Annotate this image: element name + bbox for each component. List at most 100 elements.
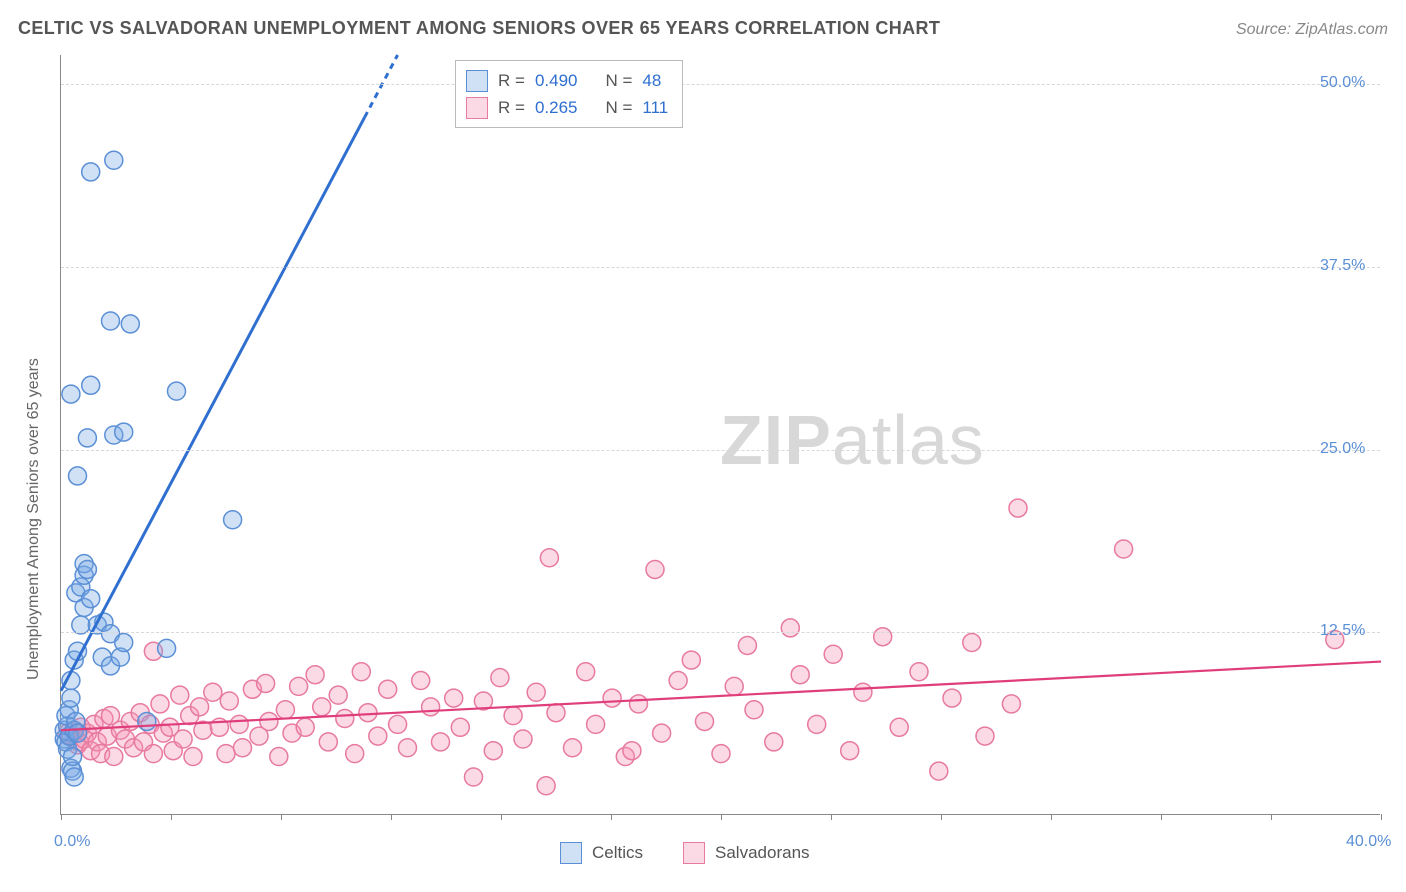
scatter-point-celtics bbox=[65, 768, 83, 786]
scatter-point-salvadorans bbox=[653, 724, 671, 742]
scatter-point-salvadorans bbox=[234, 739, 252, 757]
scatter-point-salvadorans bbox=[527, 683, 545, 701]
scatter-point-celtics bbox=[82, 590, 100, 608]
scatter-point-salvadorans bbox=[369, 727, 387, 745]
scatter-point-salvadorans bbox=[204, 683, 222, 701]
scatter-point-salvadorans bbox=[352, 663, 370, 681]
scatter-point-salvadorans bbox=[399, 739, 417, 757]
scatter-point-salvadorans bbox=[890, 718, 908, 736]
x-tick bbox=[831, 814, 832, 820]
x-tick bbox=[391, 814, 392, 820]
legend-bottom-item: Celtics bbox=[560, 842, 643, 864]
scatter-point-salvadorans bbox=[220, 692, 238, 710]
scatter-point-salvadorans bbox=[745, 701, 763, 719]
scatter-point-salvadorans bbox=[791, 666, 809, 684]
scatter-point-salvadorans bbox=[313, 698, 331, 716]
scatter-point-celtics bbox=[168, 382, 186, 400]
x-tick bbox=[61, 814, 62, 820]
scatter-point-salvadorans bbox=[696, 712, 714, 730]
scatter-point-celtics bbox=[64, 748, 82, 766]
scatter-point-salvadorans bbox=[781, 619, 799, 637]
scatter-point-salvadorans bbox=[587, 715, 605, 733]
scatter-point-salvadorans bbox=[874, 628, 892, 646]
scatter-point-salvadorans bbox=[151, 695, 169, 713]
scatter-point-salvadorans bbox=[514, 730, 532, 748]
chart-svg bbox=[61, 55, 1380, 814]
scatter-point-salvadorans bbox=[910, 663, 928, 681]
scatter-point-salvadorans bbox=[630, 695, 648, 713]
scatter-point-salvadorans bbox=[765, 733, 783, 751]
scatter-point-salvadorans bbox=[976, 727, 994, 745]
legend-swatch-icon bbox=[683, 842, 705, 864]
scatter-point-salvadorans bbox=[171, 686, 189, 704]
scatter-point-salvadorans bbox=[276, 701, 294, 719]
scatter-point-celtics bbox=[78, 429, 96, 447]
y-tick-label: 12.5% bbox=[1320, 622, 1365, 640]
scatter-point-salvadorans bbox=[491, 669, 509, 687]
scatter-point-salvadorans bbox=[336, 710, 354, 728]
chart-title: CELTIC VS SALVADORAN UNEMPLOYMENT AMONG … bbox=[18, 18, 940, 39]
scatter-point-salvadorans bbox=[217, 745, 235, 763]
trend-line-celtics bbox=[61, 117, 365, 690]
legend-bottom-item: Salvadorans bbox=[683, 842, 810, 864]
scatter-point-celtics bbox=[158, 639, 176, 657]
scatter-point-salvadorans bbox=[646, 560, 664, 578]
x-tick-label: 0.0% bbox=[54, 833, 90, 851]
legend-n-value: 48 bbox=[642, 67, 661, 94]
x-tick bbox=[1381, 814, 1382, 820]
legend-series-label: Salvadorans bbox=[715, 843, 810, 863]
scatter-point-salvadorans bbox=[270, 748, 288, 766]
legend-series-label: Celtics bbox=[592, 843, 643, 863]
scatter-point-salvadorans bbox=[841, 742, 859, 760]
scatter-point-salvadorans bbox=[1009, 499, 1027, 517]
scatter-point-salvadorans bbox=[504, 707, 522, 725]
scatter-point-celtics bbox=[62, 689, 80, 707]
legend-r-label: R = bbox=[498, 94, 525, 121]
scatter-point-salvadorans bbox=[144, 745, 162, 763]
scatter-point-salvadorans bbox=[738, 636, 756, 654]
scatter-point-celtics bbox=[224, 511, 242, 529]
scatter-point-salvadorans bbox=[712, 745, 730, 763]
legend-r-value: 0.265 bbox=[535, 94, 578, 121]
y-axis-label: Unemployment Among Seniors over 65 years bbox=[25, 358, 43, 680]
scatter-point-salvadorans bbox=[451, 718, 469, 736]
scatter-point-salvadorans bbox=[359, 704, 377, 722]
scatter-point-salvadorans bbox=[824, 645, 842, 663]
scatter-point-salvadorans bbox=[412, 672, 430, 690]
legend-r-value: 0.490 bbox=[535, 67, 578, 94]
scatter-point-celtics bbox=[72, 616, 90, 634]
x-tick bbox=[1271, 814, 1272, 820]
x-tick bbox=[1161, 814, 1162, 820]
scatter-point-salvadorans bbox=[725, 677, 743, 695]
x-tick bbox=[611, 814, 612, 820]
legend-n-label: N = bbox=[605, 67, 632, 94]
header: CELTIC VS SALVADORAN UNEMPLOYMENT AMONG … bbox=[18, 18, 1388, 39]
legend-top-row: R =0.265N =111 bbox=[466, 94, 668, 121]
scatter-point-celtics bbox=[102, 312, 120, 330]
legend-top-row: R =0.490N =48 bbox=[466, 67, 668, 94]
legend-n-value: 111 bbox=[642, 94, 668, 121]
scatter-point-salvadorans bbox=[564, 739, 582, 757]
scatter-point-celtics bbox=[78, 560, 96, 578]
x-tick bbox=[171, 814, 172, 820]
scatter-point-salvadorans bbox=[1115, 540, 1133, 558]
scatter-point-salvadorans bbox=[537, 777, 555, 795]
legend-correlation: R =0.490N =48R =0.265N =111 bbox=[455, 60, 683, 128]
scatter-point-salvadorans bbox=[963, 634, 981, 652]
scatter-point-salvadorans bbox=[319, 733, 337, 751]
scatter-point-celtics bbox=[105, 151, 123, 169]
y-tick-label: 25.0% bbox=[1320, 440, 1365, 458]
scatter-point-salvadorans bbox=[379, 680, 397, 698]
scatter-point-salvadorans bbox=[603, 689, 621, 707]
x-tick bbox=[941, 814, 942, 820]
x-tick bbox=[501, 814, 502, 820]
x-tick-label: 40.0% bbox=[1346, 833, 1391, 851]
scatter-point-salvadorans bbox=[346, 745, 364, 763]
scatter-point-salvadorans bbox=[105, 748, 123, 766]
source-label: Source: ZipAtlas.com bbox=[1236, 21, 1388, 39]
scatter-point-celtics bbox=[82, 163, 100, 181]
scatter-point-salvadorans bbox=[577, 663, 595, 681]
grid-line bbox=[61, 84, 1380, 85]
scatter-point-salvadorans bbox=[1002, 695, 1020, 713]
trend-line-celtics-dash bbox=[365, 55, 398, 117]
